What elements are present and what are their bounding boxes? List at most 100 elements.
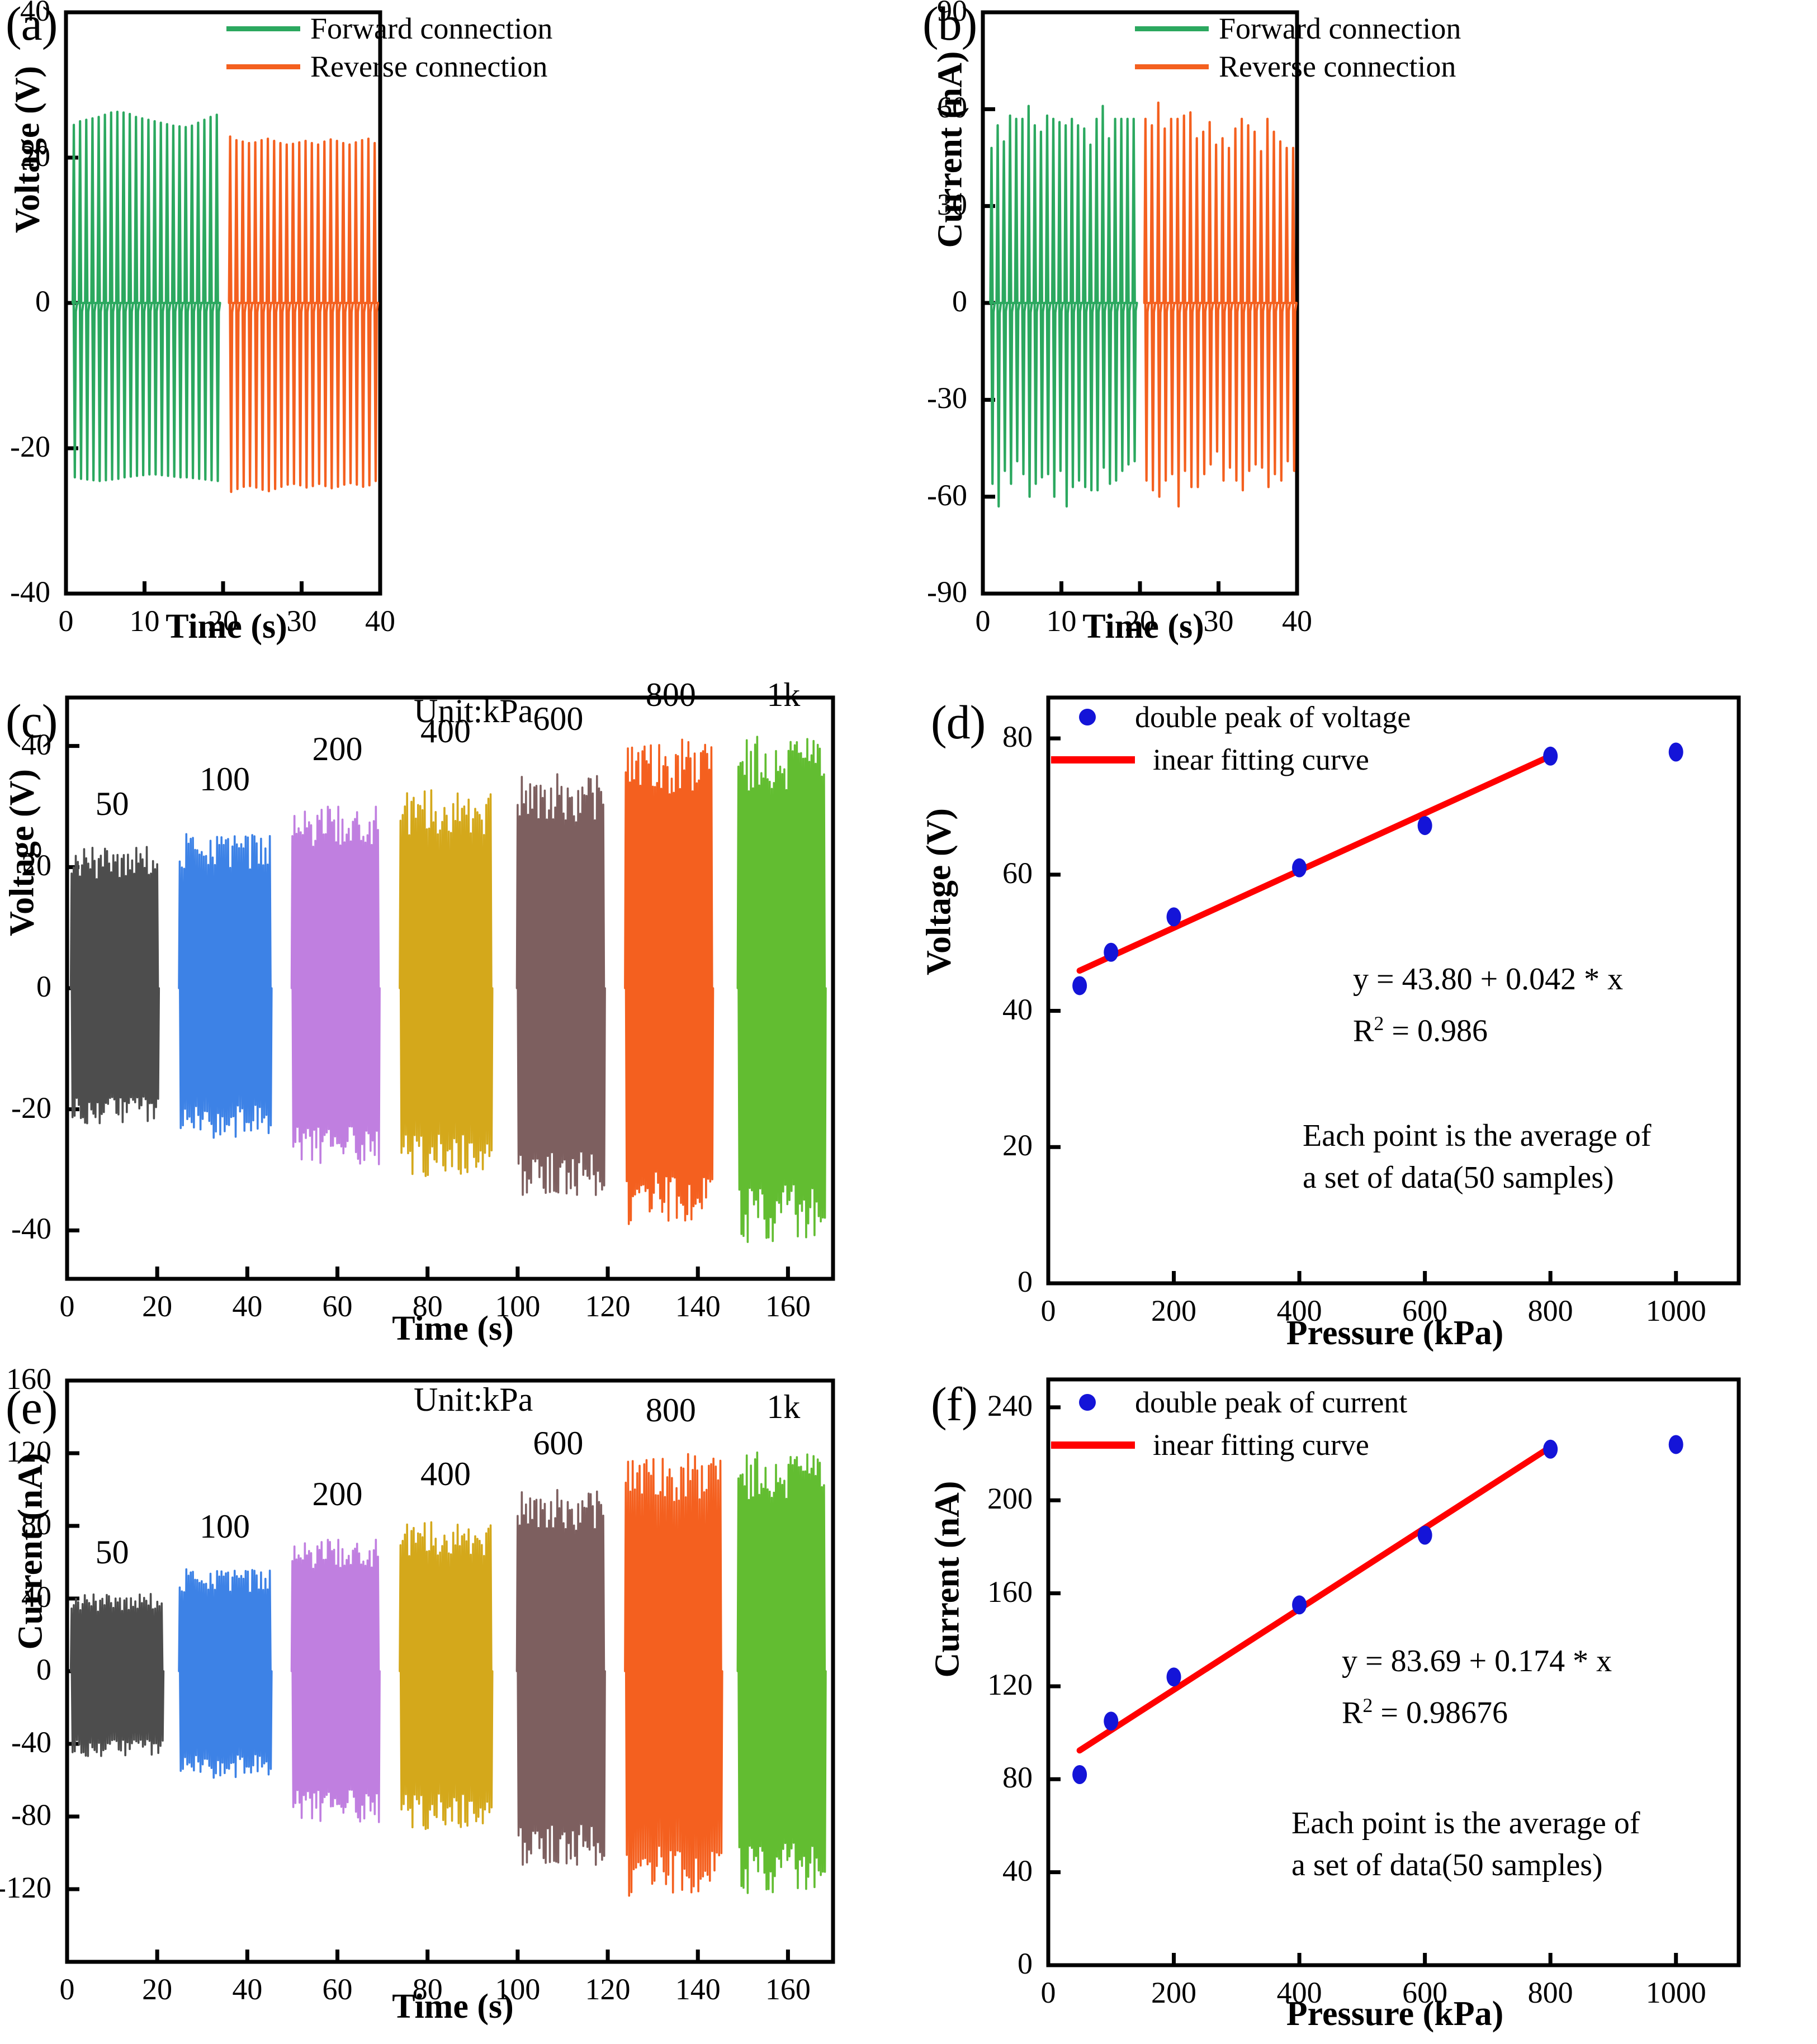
panel-a: (a) Voltage (V) Time (s) Forward connect… xyxy=(0,0,911,671)
legend-item-forward: Forward connection xyxy=(226,11,552,46)
y-tick-label: 40 xyxy=(21,1580,51,1614)
group-label-200: 200 xyxy=(312,731,363,767)
legend-label-points: double peak of current xyxy=(1135,1386,1408,1419)
panel-d-note-line1: Each point is the average of xyxy=(1303,1118,1652,1153)
burst-600 xyxy=(515,1488,606,1866)
x-tick-label: 1000 xyxy=(1645,1976,1706,2009)
y-tick-label: 0 xyxy=(36,970,51,1003)
panel-e-plot xyxy=(65,1378,835,1964)
burst-50 xyxy=(69,846,160,1125)
data-point xyxy=(1543,1439,1558,1459)
data-point xyxy=(1166,1667,1181,1687)
x-tick-label: 0 xyxy=(1040,1976,1056,2009)
panel-a-legend: Forward connection Reverse connection xyxy=(226,11,552,84)
y-tick-label: 0 xyxy=(1018,1265,1033,1298)
x-tick-label: 40 xyxy=(232,1289,263,1323)
y-tick-label: -60 xyxy=(927,478,967,512)
panel-d: (d) Voltage (V) Pressure (kPa) double pe… xyxy=(911,671,1817,1369)
burst-1k xyxy=(736,736,827,1243)
x-tick-label: 100 xyxy=(495,1972,541,2006)
y-tick-label: 40 xyxy=(1002,992,1033,1026)
trace-reverse-connection xyxy=(228,135,380,494)
legend-item-fit: inear fitting curve xyxy=(1051,742,1411,777)
y-tick-label: -20 xyxy=(10,430,50,463)
red-line-swatch xyxy=(1051,756,1135,763)
legend-item-points: double peak of voltage xyxy=(1051,700,1411,734)
blue-dot-swatch xyxy=(1079,709,1096,725)
panel-d-equation: y = 43.80 + 0.042 * x xyxy=(1353,962,1624,997)
y-tick-label: 40 xyxy=(20,0,50,27)
y-tick-label: 160 xyxy=(987,1575,1033,1609)
y-tick-label: 80 xyxy=(1002,720,1033,754)
legend-label-fit: inear fitting curve xyxy=(1153,743,1369,776)
legend-item-forward: Forward connection xyxy=(1135,11,1461,46)
group-label-100: 100 xyxy=(200,761,250,798)
y-tick-label: 200 xyxy=(987,1482,1033,1516)
panel-e: (e) Current (nA) Time (s) Unit:kPa 0 20 40… xyxy=(0,1362,911,2044)
panel-d-ylabel: Voltage (V) xyxy=(920,808,958,976)
panel-c-label: (c) xyxy=(6,694,58,748)
data-point xyxy=(1668,1435,1683,1454)
y-tick-label: 40 xyxy=(21,727,51,761)
group-label-1k: 1k xyxy=(766,676,801,713)
x-tick-label: 40 xyxy=(365,604,395,638)
x-tick-label: 10 xyxy=(1046,604,1077,638)
y-tick-label: 20 xyxy=(20,139,50,173)
y-tick-label: 160 xyxy=(6,1362,51,1396)
panel-c: (c) Voltage (V) Time (s) Unit:kPa 0 20 40 6… xyxy=(0,671,911,1369)
data-point xyxy=(1104,942,1119,962)
r-exponent: 2 xyxy=(1374,1012,1384,1035)
group-label-800: 800 xyxy=(645,676,696,713)
reverse-line-swatch xyxy=(1135,64,1209,69)
group-label-400: 400 xyxy=(420,1455,471,1492)
y-tick-label: 20 xyxy=(1002,1128,1033,1163)
burst-800 xyxy=(624,1453,723,1897)
data-point xyxy=(1417,1525,1432,1545)
legend-label-forward: Forward connection xyxy=(310,12,553,45)
x-tick-label: 0 xyxy=(59,1289,75,1323)
legend-label-forward: Forward connection xyxy=(1219,12,1461,45)
x-tick-label: 160 xyxy=(765,1289,811,1323)
data-point xyxy=(1292,858,1307,878)
burst-200 xyxy=(290,805,381,1165)
legend-label-points: double peak of voltage xyxy=(1135,700,1411,734)
legend-item-fit: inear fitting curve xyxy=(1051,1428,1407,1462)
x-tick-label: 30 xyxy=(286,604,317,638)
y-tick-label: 0 xyxy=(36,1653,51,1686)
forward-line-swatch xyxy=(226,26,300,31)
y-tick-label: 30 xyxy=(937,187,967,221)
group-label-50: 50 xyxy=(95,1533,129,1571)
x-tick-label: 120 xyxy=(585,1972,631,2006)
x-tick-label: 80 xyxy=(412,1289,443,1323)
y-tick-label: 120 xyxy=(6,1435,51,1468)
y-tick-label: 80 xyxy=(1002,1761,1033,1795)
burst-100 xyxy=(178,833,273,1139)
legend-label-fit: inear fitting curve xyxy=(1153,1428,1369,1462)
panel-c-xlabel: Time (s) xyxy=(392,1310,514,1348)
y-tick-label: -40 xyxy=(11,1725,51,1759)
burst-800 xyxy=(624,738,715,1225)
y-tick-label: -20 xyxy=(11,1090,51,1125)
y-tick-label: 90 xyxy=(937,0,967,27)
legend-label-reverse: Reverse connection xyxy=(310,50,548,83)
y-tick-label: 60 xyxy=(1002,856,1033,890)
panel-a-plot xyxy=(64,10,382,596)
panel-f-equation: y = 83.69 + 0.174 * x xyxy=(1342,1644,1612,1678)
panel-d-legend: double peak of voltage inear fitting cur… xyxy=(1051,700,1411,777)
burst-400 xyxy=(399,789,494,1177)
y-tick-label: 20 xyxy=(21,848,51,883)
x-tick-label: 200 xyxy=(1151,1294,1197,1327)
group-label-1k: 1k xyxy=(766,1388,801,1425)
trace-forward-connection xyxy=(989,105,1138,508)
panel-d-plot xyxy=(1046,695,1741,1286)
x-tick-label: 60 xyxy=(322,1289,353,1323)
panel-f: (f) Current (nA) Pressure (kPa) double p… xyxy=(911,1364,1817,2044)
group-label-800: 800 xyxy=(645,1392,696,1429)
x-tick-label: 0 xyxy=(58,604,74,638)
r-value: = 0.986 xyxy=(1384,1013,1488,1049)
burst-200 xyxy=(290,1539,381,1823)
data-point xyxy=(1668,742,1683,762)
x-tick-label: 800 xyxy=(1527,1976,1573,2009)
panel-e-label: (e) xyxy=(6,1381,58,1434)
